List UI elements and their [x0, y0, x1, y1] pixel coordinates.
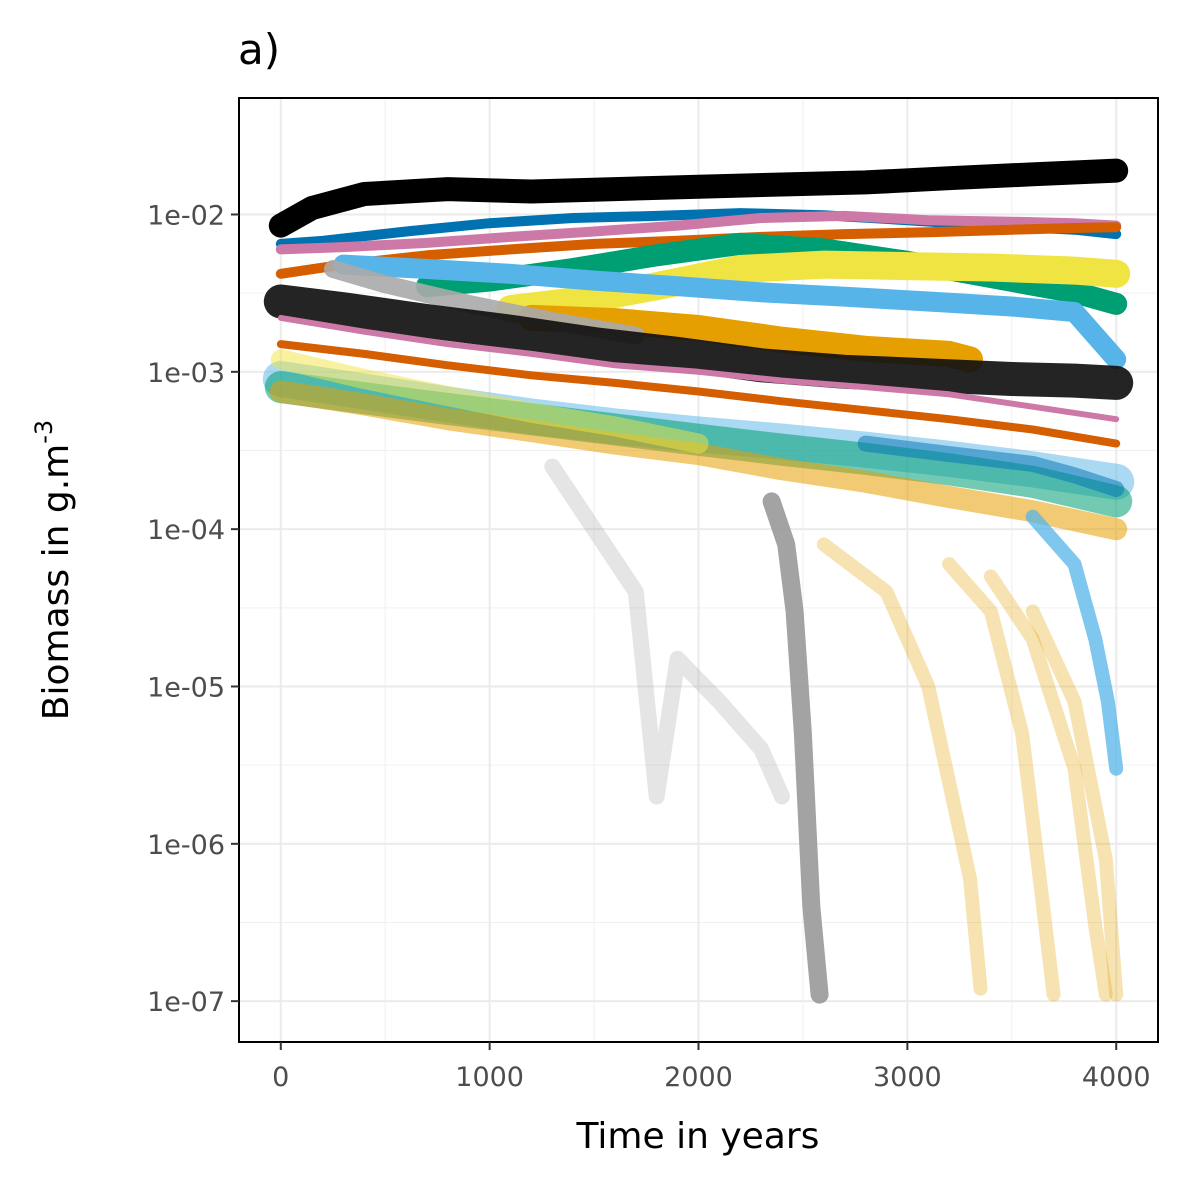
series-line-23	[1025, 604, 1124, 1002]
series-line-10	[263, 284, 1134, 400]
series-line-18	[544, 458, 790, 805]
series-line-6	[496, 250, 1131, 324]
y-axis-title-group: Biomass in g.m-3	[30, 420, 77, 720]
series-line-11	[276, 340, 1121, 448]
y-tick-label: 1e-07	[147, 987, 225, 1018]
series-line-15	[269, 380, 1128, 541]
series-line-12	[277, 314, 1120, 423]
y-tick-label: 1e-02	[147, 200, 225, 231]
series-line-21	[942, 557, 1061, 1002]
series-line-19	[762, 492, 829, 1004]
x-tick-label: 2000	[664, 1062, 733, 1093]
series-line-22	[983, 569, 1113, 1002]
series-layer	[262, 158, 1135, 1004]
series-line-8	[518, 304, 983, 373]
series-line-24	[1025, 509, 1124, 776]
y-tick-label: 1e-04	[147, 515, 225, 546]
series-line-20	[816, 537, 988, 996]
x-tick-label: 4000	[1082, 1062, 1151, 1093]
series-line-1	[268, 158, 1129, 238]
x-tick-label: 0	[272, 1062, 289, 1093]
series-line-7	[333, 254, 1127, 370]
chart-title: a)	[238, 25, 280, 74]
y-axis-title-superscript: -3	[30, 420, 58, 444]
y-tick-label: 1e-03	[147, 358, 225, 389]
x-tick-label: 3000	[873, 1062, 942, 1093]
y-axis-title-text: Biomass in g.m	[36, 444, 77, 720]
x-axis-title: Time in years	[576, 1116, 820, 1157]
series-line-17	[857, 435, 1125, 497]
series-line-3	[275, 210, 1122, 255]
y-tick-label: 1e-06	[147, 830, 225, 861]
axis-ticks: 0 1000 2000 3000 4000 1e-07 1e-06 1e-05 1e-04 1e-…	[147, 200, 1150, 1093]
x-tick-label: 1000	[455, 1062, 524, 1093]
y-tick-label: 1e-05	[147, 672, 225, 703]
y-axis-title: Biomass in g.m-3	[30, 420, 77, 720]
series-line-16	[270, 349, 709, 454]
